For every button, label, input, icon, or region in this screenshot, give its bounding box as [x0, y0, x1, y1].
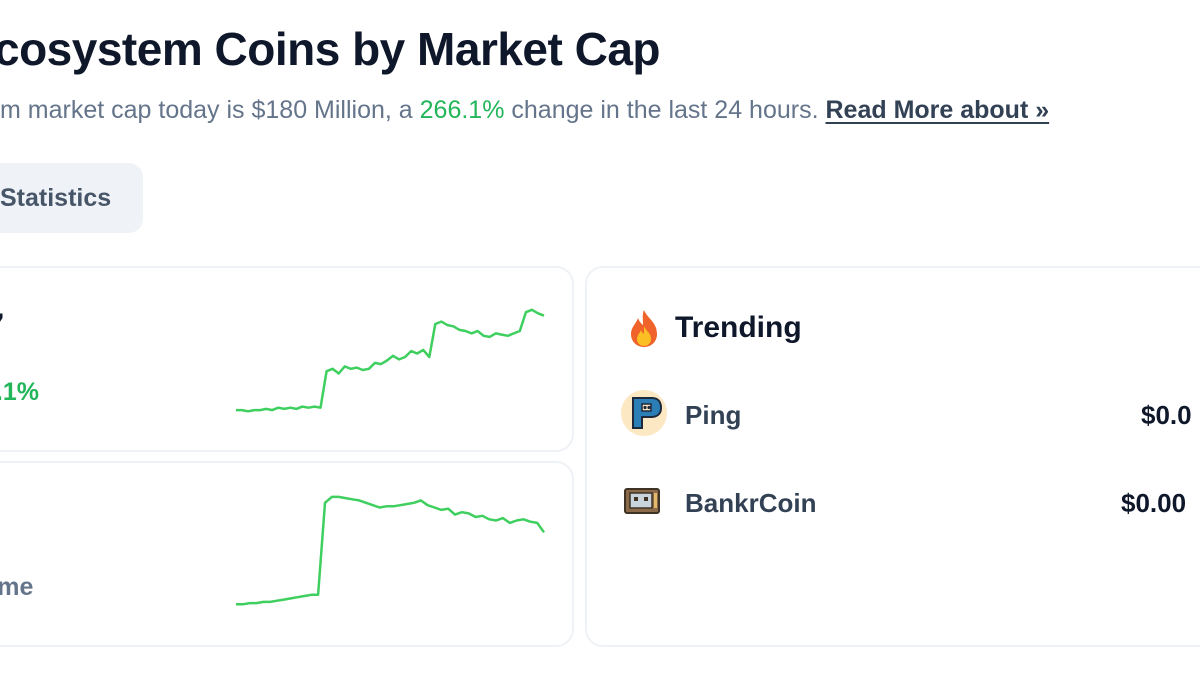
- volume-label: ume: [0, 573, 34, 601]
- market-cap-summary: m market cap today is $180 Million, a 26…: [0, 96, 1200, 125]
- ping-logo-icon: [621, 390, 667, 436]
- trending-item-name: BankrCoin: [685, 488, 817, 518]
- trending-item-price: $0.00: [1121, 488, 1187, 518]
- read-more-link[interactable]: Read More about »: [825, 96, 1050, 124]
- bankrcoin-logo-icon: [624, 488, 660, 514]
- trending-title: Trending: [675, 311, 802, 344]
- trending-card: Trending Ping $0.0 BankrCoin $0.00: [585, 266, 1200, 647]
- trending-item-ping[interactable]: Ping $0.0: [621, 390, 1200, 442]
- volume-card: ume: [0, 461, 574, 647]
- trending-item-name: Ping: [685, 400, 742, 430]
- trending-header: Trending: [627, 308, 802, 348]
- market-cap-value: 7: [0, 306, 4, 351]
- page-title: cosystem Coins by Market Cap: [0, 23, 661, 75]
- summary-prefix: m market cap today is $180 Million, a: [0, 96, 420, 124]
- volume-sparkline: [236, 495, 546, 606]
- market-cap-sparkline: [236, 308, 545, 413]
- tab-statistics[interactable]: Statistics: [0, 163, 143, 233]
- trending-item-price: $0.0: [1141, 400, 1192, 430]
- market-cap-card: 7 6.1%: [0, 266, 574, 452]
- summary-suffix: change in the last 24 hours.: [504, 96, 826, 124]
- market-cap-change: 6.1%: [0, 378, 39, 406]
- market-cap-sparkline-line: [236, 308, 545, 413]
- trending-item-bankrcoin[interactable]: BankrCoin $0.00: [621, 478, 1200, 530]
- fire-icon: [631, 310, 657, 347]
- volume-sparkline-line: [236, 495, 546, 606]
- summary-change-percent: 266.1%: [419, 96, 505, 124]
